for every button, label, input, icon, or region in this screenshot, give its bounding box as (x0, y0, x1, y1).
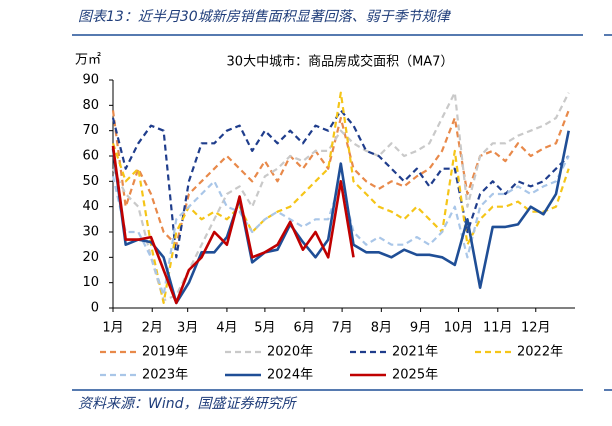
x-tick-label: 11月 (483, 321, 513, 336)
y-tick-label: 70 (82, 123, 99, 138)
x-tick-label: 3月 (177, 321, 198, 336)
series-line (111, 110, 570, 246)
y-tick-label: 0 (91, 301, 99, 316)
y-axis-label: 万㎡ (75, 53, 101, 68)
legend-label: 2024年 (267, 368, 313, 383)
x-tick-label: 2月 (142, 321, 163, 336)
legend-label: 2019年 (142, 345, 188, 360)
x-tick-label: 8月 (371, 321, 392, 336)
x-tick-label: 10月 (444, 321, 474, 336)
x-tick-label: 4月 (216, 321, 237, 336)
legend-label: 2020年 (267, 345, 313, 360)
legend-label: 2022年 (517, 345, 563, 360)
x-tick-label: 9月 (410, 321, 431, 336)
legend-label: 2023年 (142, 368, 188, 383)
y-tick-label: 60 (82, 149, 99, 164)
legend-label: 2021年 (392, 345, 438, 360)
x-tick-label: 12月 (521, 321, 551, 336)
x-tick-label: 1月 (102, 321, 123, 336)
series-line (111, 130, 570, 305)
series-line (111, 145, 355, 305)
y-tick-label: 20 (82, 250, 99, 265)
y-tick-label: 90 (82, 73, 99, 88)
y-tick-label: 10 (82, 275, 99, 290)
y-tick-label: 30 (82, 225, 99, 240)
y-tick-label: 40 (82, 199, 99, 214)
footer-source: 资料来源：Wind，国盛证券研究所 (78, 396, 297, 412)
header-title: 图表13：近半月30城新房销售面积显著回落、弱于季节规律 (78, 9, 452, 25)
y-tick-label: 80 (82, 98, 99, 113)
series-line (111, 91, 570, 304)
x-tick-label: 7月 (331, 321, 352, 336)
series-line (111, 109, 570, 259)
legend-label: 2025年 (392, 368, 438, 383)
x-tick-label: 6月 (293, 321, 314, 336)
chart-title: 30大中城市：商品房成交面积（MA7） (227, 54, 454, 70)
series-line (112, 91, 570, 302)
x-tick-label: 5月 (254, 321, 275, 336)
y-tick-label: 50 (82, 174, 99, 189)
